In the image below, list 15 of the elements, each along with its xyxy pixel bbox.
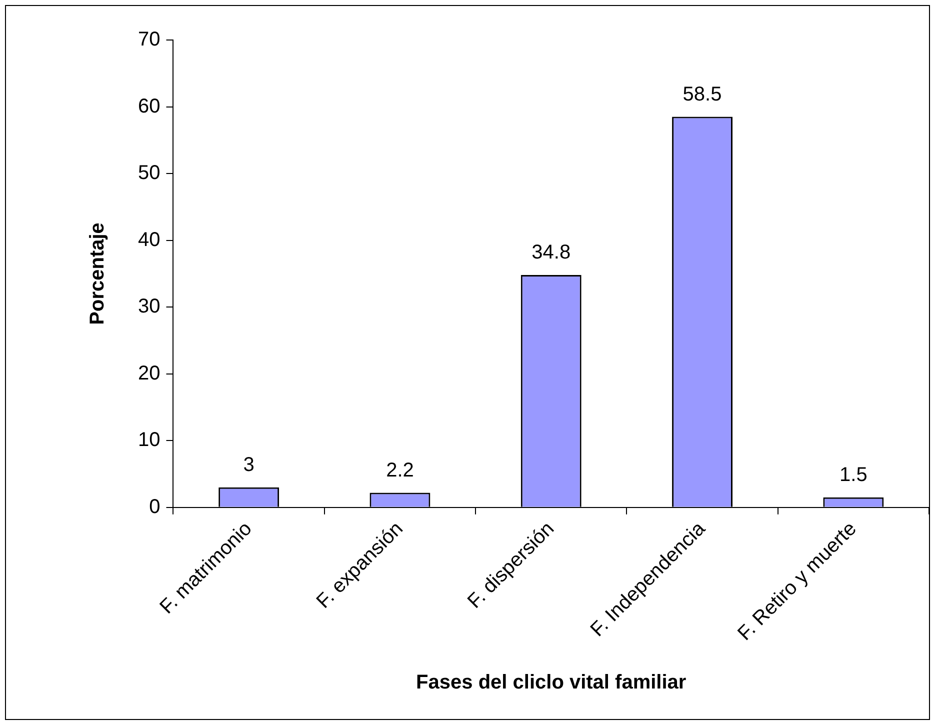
data-label: 34.8 bbox=[532, 242, 571, 264]
y-tick-label: 60 bbox=[138, 95, 160, 118]
y-tick-label: 20 bbox=[138, 362, 160, 384]
y-tick-label: 40 bbox=[138, 228, 160, 251]
y-tick-label: 10 bbox=[138, 429, 160, 452]
data-label: 2.2 bbox=[386, 459, 414, 482]
data-label: 3 bbox=[243, 454, 254, 476]
y-tick-label: 70 bbox=[138, 28, 160, 51]
data-label: 58.5 bbox=[682, 83, 722, 106]
x-axis-title: Fases del cliclo vital familiar bbox=[416, 672, 686, 694]
data-label: 1.5 bbox=[840, 464, 868, 486]
y-tick-label: 50 bbox=[138, 162, 160, 184]
y-tick-label: 30 bbox=[138, 296, 160, 318]
y-axis-title: Porcentaje bbox=[86, 222, 109, 325]
y-tick-label: 0 bbox=[149, 496, 160, 518]
